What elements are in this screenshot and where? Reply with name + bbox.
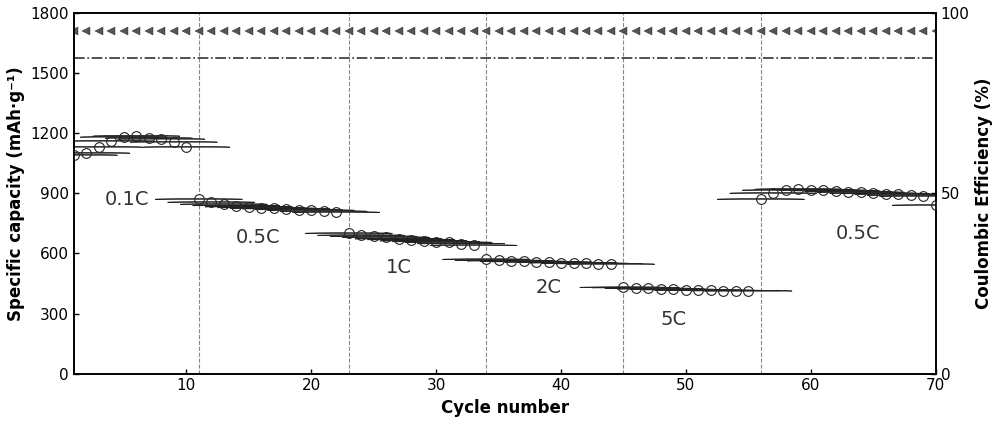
Wedge shape	[218, 207, 305, 208]
Wedge shape	[717, 198, 805, 199]
Wedge shape	[730, 192, 817, 193]
Wedge shape	[367, 239, 455, 240]
Wedge shape	[492, 261, 580, 262]
Text: 0.1C: 0.1C	[105, 190, 150, 209]
Wedge shape	[155, 198, 242, 199]
Wedge shape	[267, 209, 355, 210]
Text: 2C: 2C	[536, 278, 562, 297]
Wedge shape	[405, 242, 492, 243]
Wedge shape	[805, 191, 892, 192]
Wedge shape	[242, 208, 330, 209]
Wedge shape	[830, 192, 917, 193]
Wedge shape	[317, 234, 405, 235]
Wedge shape	[205, 206, 292, 207]
Wedge shape	[630, 289, 717, 290]
Wedge shape	[380, 240, 467, 241]
Wedge shape	[592, 287, 680, 288]
Text: 1C: 1C	[386, 258, 412, 277]
Wedge shape	[880, 195, 967, 196]
Wedge shape	[30, 154, 118, 155]
Text: 0.5C: 0.5C	[236, 228, 281, 247]
Wedge shape	[355, 238, 442, 239]
X-axis label: Cycle number: Cycle number	[441, 399, 569, 417]
Wedge shape	[792, 190, 880, 191]
Y-axis label: Specific capacity (mAh·g⁻¹): Specific capacity (mAh·g⁻¹)	[7, 66, 25, 321]
Wedge shape	[642, 289, 730, 290]
Wedge shape	[617, 288, 705, 289]
Wedge shape	[692, 290, 780, 291]
Wedge shape	[193, 205, 280, 206]
Y-axis label: Coulombic Efficiency (%): Coulombic Efficiency (%)	[975, 78, 993, 309]
Wedge shape	[767, 189, 855, 190]
Wedge shape	[530, 262, 617, 263]
Wedge shape	[842, 193, 930, 194]
Wedge shape	[680, 290, 767, 291]
Wedge shape	[255, 209, 342, 210]
Text: 0.5C: 0.5C	[836, 224, 880, 243]
Wedge shape	[105, 137, 193, 138]
Wedge shape	[467, 260, 555, 261]
Wedge shape	[705, 290, 792, 291]
Wedge shape	[392, 241, 480, 242]
Wedge shape	[480, 261, 567, 262]
Wedge shape	[555, 263, 642, 264]
Wedge shape	[168, 201, 255, 202]
Wedge shape	[68, 140, 155, 141]
Wedge shape	[417, 243, 505, 244]
Text: 5C: 5C	[661, 310, 687, 329]
